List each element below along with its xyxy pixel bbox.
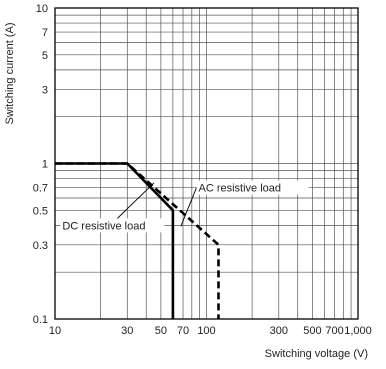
x-tick-label: 500 — [303, 325, 321, 337]
ac-label-leader — [180, 187, 197, 227]
dc-resistive-load-line — [55, 162, 175, 319]
y-tick-label: 0.7 — [33, 183, 48, 195]
x-tick-label: 700 — [325, 325, 343, 337]
y-tick-label: 5 — [42, 50, 48, 62]
x-tick-label: 70 — [177, 325, 189, 337]
x-tick-label: 300 — [270, 325, 288, 337]
x-tick-label: 50 — [155, 325, 167, 337]
ac-label-background — [196, 180, 309, 195]
x-axis-label: Switching voltage (V) — [265, 348, 368, 360]
ac-resistive-load-line — [55, 162, 220, 319]
tick-labels: 10 30 50 70 100 300 500 700 1,000 0.1 0.3 0.5 0.7 1 3 5… — [33, 3, 372, 337]
dc-label-leader — [116, 182, 155, 220]
y-tick-label: 10 — [36, 3, 48, 15]
x-tick-label: 1,000 — [344, 325, 372, 337]
x-tick-label: 100 — [197, 325, 215, 337]
y-tick-label: 1 — [42, 159, 48, 171]
y-tick-label: 3 — [42, 84, 48, 96]
dc-label-background — [60, 218, 165, 233]
series-layer — [55, 162, 220, 319]
dc-resistive-load-label: DC resistive load — [62, 220, 145, 232]
ac-resistive-load-label: AC resistive load — [199, 183, 282, 195]
y-tick-label: 0.1 — [33, 314, 48, 326]
y-tick-label: 0.5 — [33, 205, 48, 217]
y-tick-label: 7 — [42, 27, 48, 39]
y-tick-label: 0.3 — [33, 240, 48, 252]
annotations: AC resistive load DC resistive load — [60, 180, 309, 233]
x-tick-label: 30 — [121, 325, 133, 337]
x-tick-label: 10 — [49, 325, 61, 337]
y-axis-label: Switching current (A) — [4, 22, 16, 124]
